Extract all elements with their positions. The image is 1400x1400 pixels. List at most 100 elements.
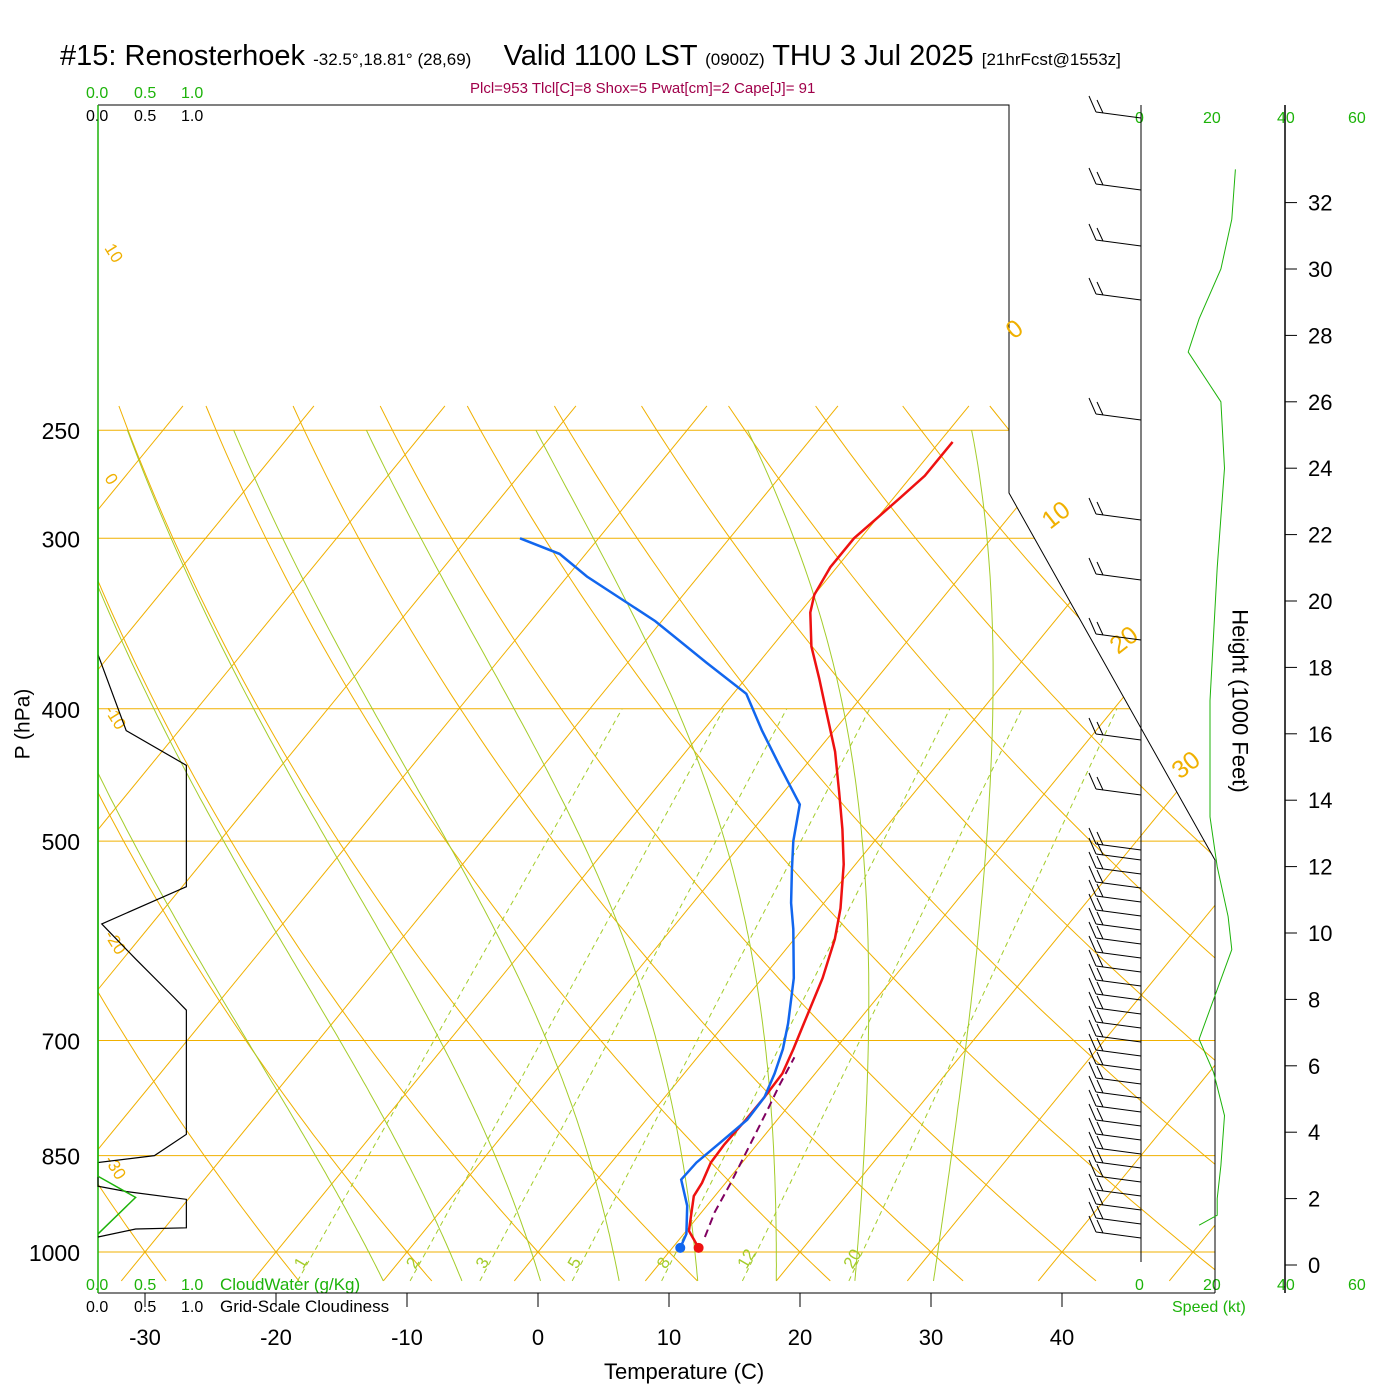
wind-barb-flag — [1096, 883, 1104, 898]
wind-barb — [1088, 1215, 1142, 1239]
height-tick-label: 8 — [1308, 987, 1320, 1012]
wind-barb-flag — [1088, 277, 1097, 295]
wind-barb-shaft — [1095, 1091, 1142, 1099]
wind-barb-flag — [1096, 925, 1104, 940]
wind-barb-shaft — [1095, 1133, 1142, 1141]
mixing-ratio-line — [409, 708, 725, 1282]
isotherm-label: 30 — [1166, 746, 1205, 785]
cloudiness-label: Grid-Scale Cloudiness — [220, 1297, 390, 1316]
wind-barb-flag — [1088, 1019, 1097, 1037]
cloudiness-scale-tick: 0.5 — [134, 1299, 157, 1316]
moist-adiabat-line — [126, 430, 541, 1282]
x-tick-label: 10 — [657, 1325, 681, 1350]
wind-barb — [1088, 977, 1142, 1001]
wind-barb — [1088, 1061, 1142, 1085]
wind-barb — [1088, 949, 1142, 973]
wind-barb-shaft — [1095, 513, 1142, 521]
valid-zulu: (0900Z) — [705, 50, 765, 69]
dry-adiabat-line — [1338, 406, 1400, 1281]
valid-time: Valid 1100 LST — [503, 40, 698, 72]
wind-barb-flag — [1088, 1173, 1097, 1191]
wind-barb-flag — [1088, 893, 1097, 911]
mixing-ratio-label: 20 — [840, 1246, 866, 1272]
height-tick-label: 4 — [1308, 1120, 1320, 1145]
wind-barb-flag — [1096, 171, 1104, 186]
dry-adiabat-line — [292, 405, 964, 1282]
dry-adiabat-line — [553, 405, 1215, 1282]
wind-barb-flag — [1096, 561, 1104, 576]
wind-barb-flag — [1096, 1191, 1104, 1206]
wind-barb-shaft — [1095, 1147, 1142, 1155]
moist-adiabat-line — [98, 430, 384, 1282]
wind-barb — [1088, 1047, 1142, 1071]
x-tick-label: -20 — [260, 1325, 292, 1350]
wind-barb-flag — [1096, 1079, 1104, 1094]
moist-adiabat-line — [233, 430, 620, 1281]
speed-label: Speed (kt) — [1172, 1299, 1246, 1316]
mixing-ratio-line — [848, 708, 1118, 1282]
wind-barb-flag — [1096, 1121, 1104, 1136]
speed-scale-tick: 40 — [1277, 110, 1295, 127]
mixing-ratio-label: 8 — [653, 1254, 674, 1272]
wind-barb-flag — [1088, 949, 1097, 967]
dry-adiabat-line — [379, 405, 1097, 1282]
wind-barb-flag — [1088, 1215, 1097, 1233]
wind-barb — [1088, 837, 1142, 861]
dry-adiabat-line — [98, 405, 565, 1282]
wind-barb-flag — [1088, 1117, 1097, 1135]
isotherm-label: -30 — [101, 1152, 130, 1183]
wind-barb-flag — [1096, 855, 1104, 870]
isotherm-line — [98, 405, 315, 1282]
isotherm-label: 0 — [1000, 314, 1028, 345]
background-grid — [98, 405, 1400, 1282]
wind-barb-flag — [1096, 897, 1104, 912]
wind-barb-flag — [1088, 1061, 1097, 1079]
wind-barb-shaft — [1095, 843, 1142, 851]
dry-adiabat-line — [641, 405, 1215, 1282]
moist-adiabat-line — [933, 430, 994, 1281]
wind-barb — [1088, 1187, 1142, 1211]
cloudiness-scale-tick: 0.0 — [86, 1299, 109, 1316]
wind-barb-flag — [1088, 1089, 1097, 1107]
wind-barb — [1088, 865, 1142, 889]
wind-barb-flag — [1088, 223, 1097, 241]
wind-barb-shaft — [1095, 111, 1142, 119]
x-tick-label: -30 — [129, 1325, 161, 1350]
cloudwater-trace — [97, 430, 137, 1235]
isotherm-label: 0 — [101, 470, 122, 488]
y-tick-label: 500 — [42, 829, 80, 855]
x-tick-label: 40 — [1050, 1325, 1074, 1350]
wind-barb-shaft — [1095, 733, 1142, 741]
isotherm-label: 10 — [101, 240, 127, 266]
speed-scale-tick: 20 — [1203, 110, 1221, 127]
dry-adiabat-line — [1163, 405, 1215, 1282]
wind-barb-flag — [1088, 717, 1097, 735]
wind-barb-shaft — [1095, 965, 1142, 973]
frame-border — [98, 104, 1216, 1293]
dewpoint-trace — [519, 537, 802, 1249]
wind-barb-flag — [1096, 981, 1104, 996]
wind-barb — [1088, 772, 1142, 796]
cloudwater-scale-tick: 0.0 — [86, 1277, 109, 1294]
wind-barb — [1088, 167, 1142, 191]
wind-barb-shaft — [1095, 881, 1142, 889]
wind-barb-flag — [1088, 827, 1097, 845]
wind-barb-flag — [1088, 1075, 1097, 1093]
mixing-ratio-label: 1 — [290, 1254, 311, 1272]
wind-barb-shaft — [1095, 1231, 1142, 1239]
speed-scale-tick: 0 — [1135, 110, 1144, 127]
wind-barb-shaft — [1095, 1077, 1142, 1085]
y-tick-label: 850 — [42, 1144, 80, 1170]
wind-barb-flag — [1096, 776, 1104, 791]
mixing-ratio-line — [479, 708, 788, 1282]
forecast-info: [21hrFcst@1553z] — [981, 50, 1121, 69]
moist-adiabat-line — [98, 430, 463, 1282]
wind-barb — [1088, 1075, 1142, 1099]
height-tick-label: 24 — [1308, 456, 1332, 481]
mixing-ratio-label: 12 — [733, 1246, 759, 1272]
isotherm-line — [382, 405, 1101, 1282]
moist-adiabat-line — [747, 429, 870, 1281]
wind-barb-flag — [1088, 1103, 1097, 1121]
